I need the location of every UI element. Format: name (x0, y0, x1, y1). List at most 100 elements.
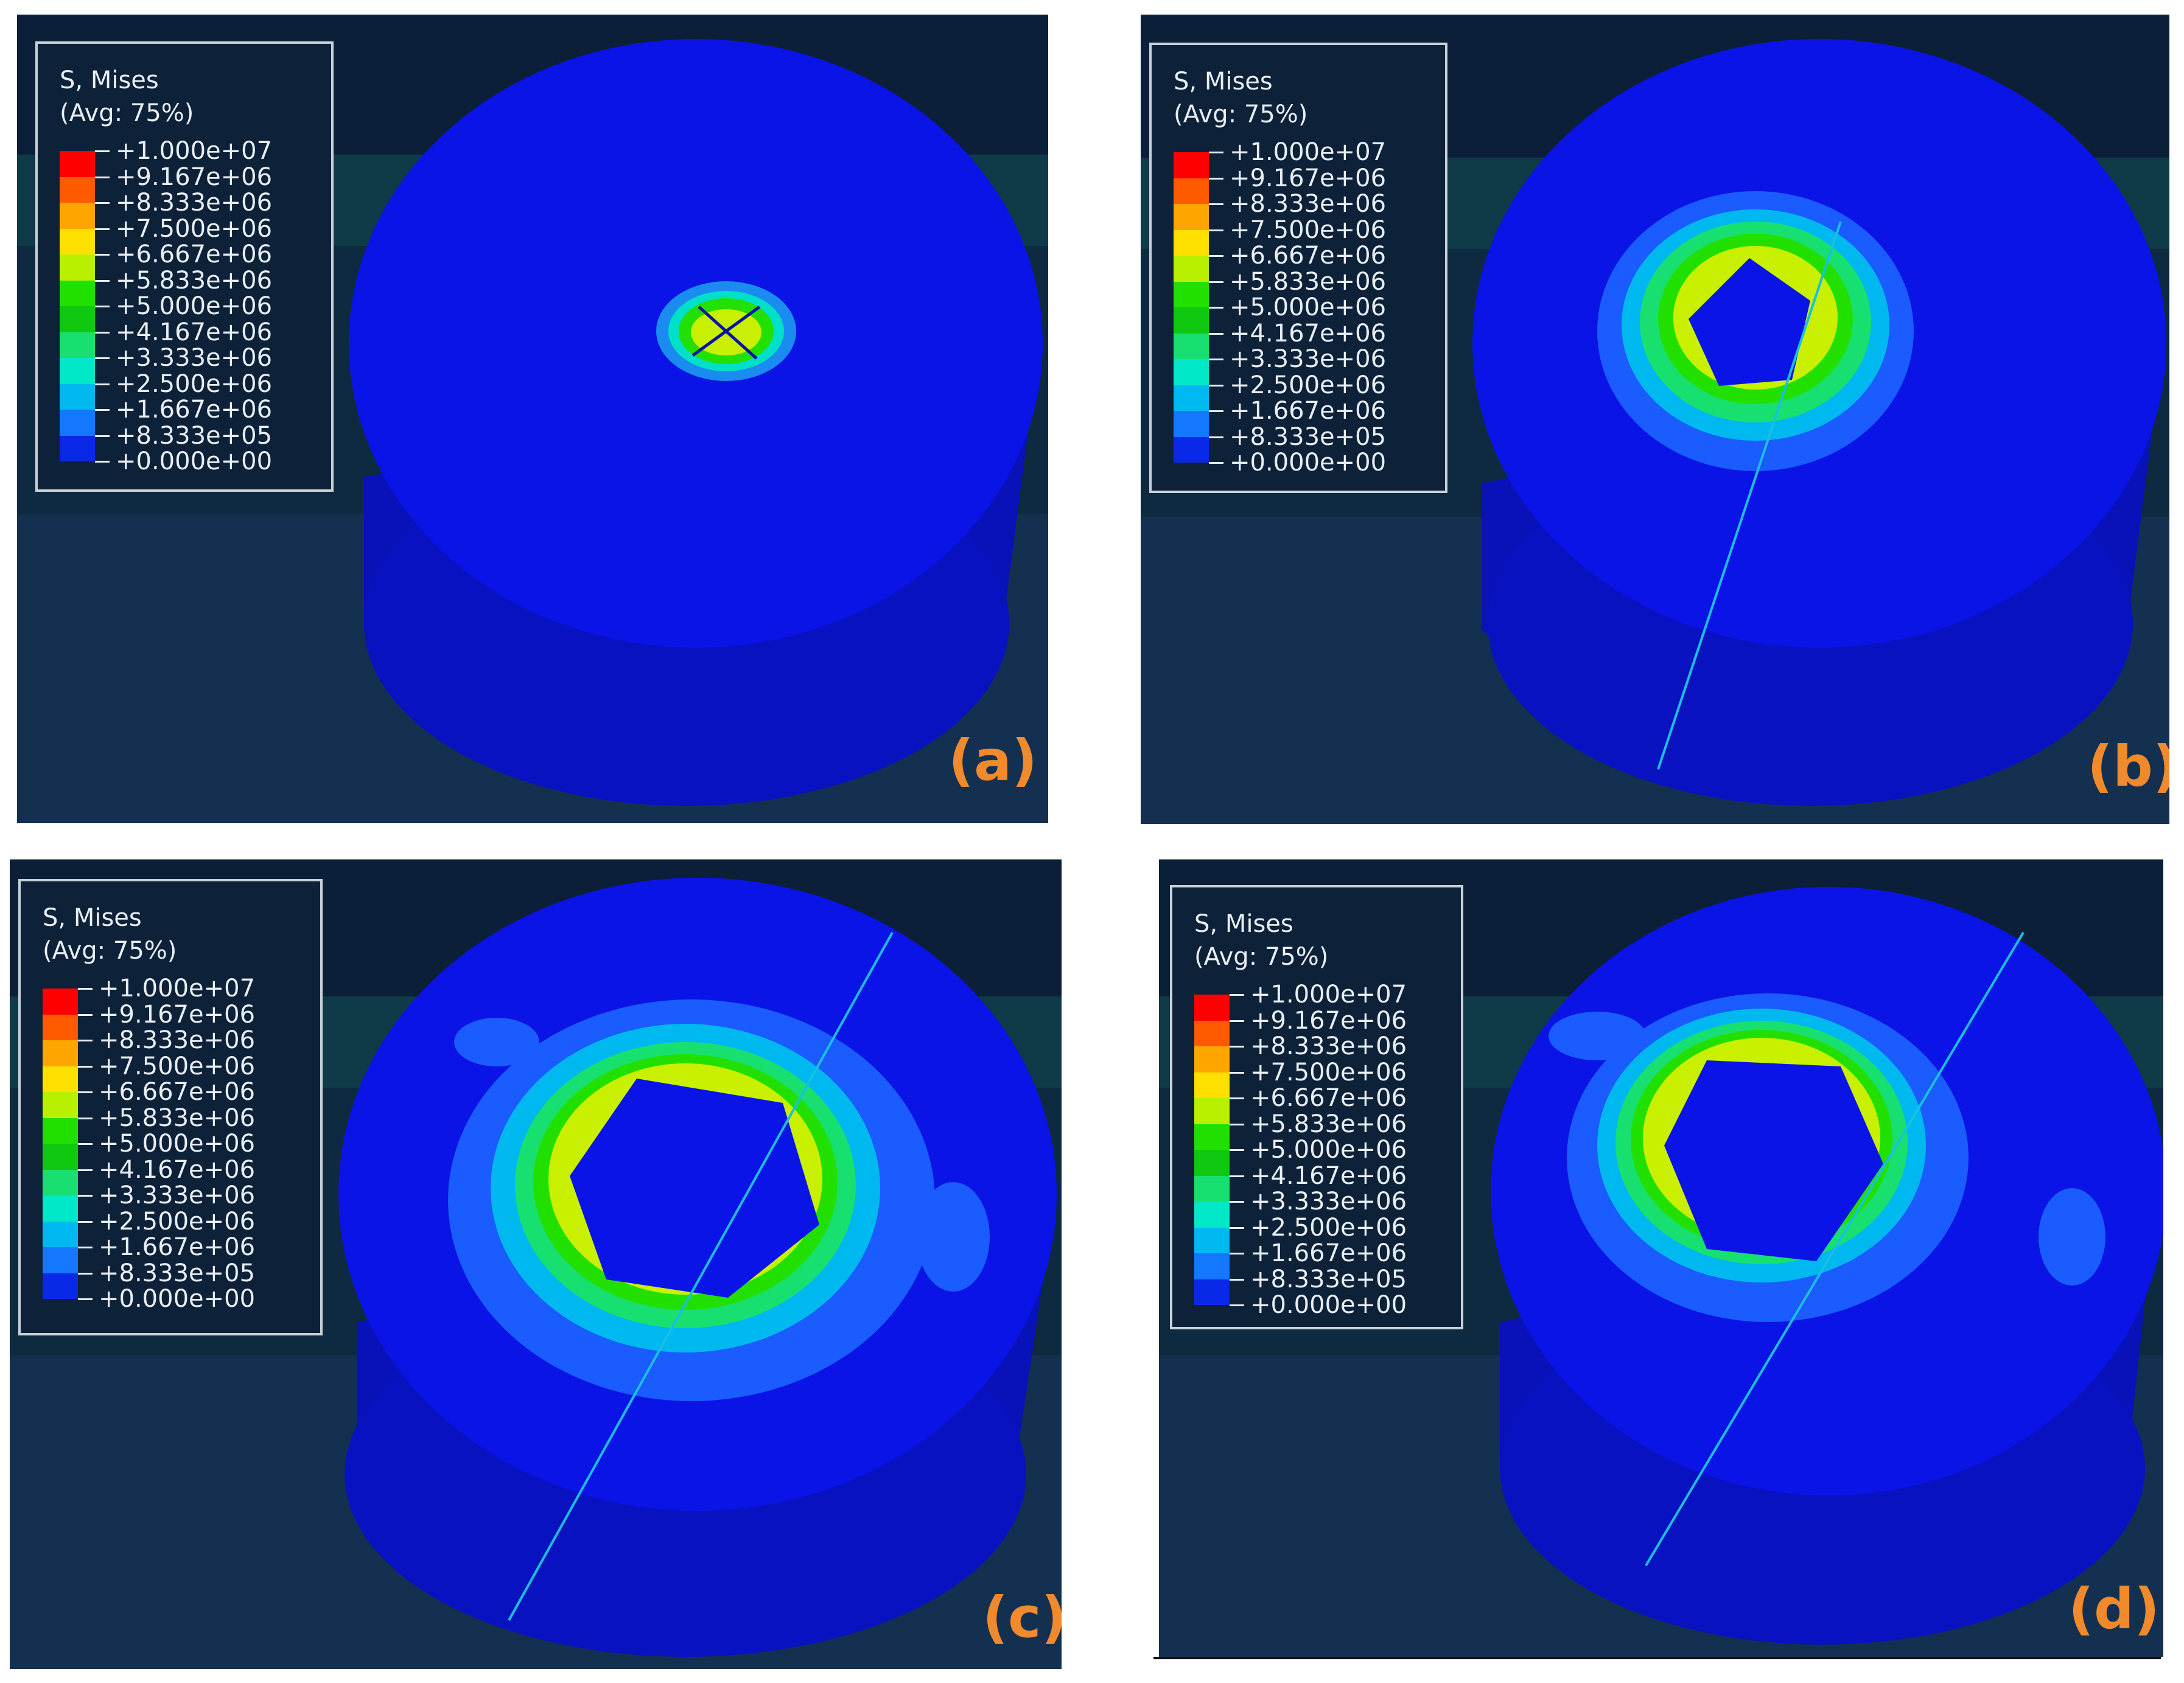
legend-tick (78, 1169, 93, 1171)
legend-swatch (1194, 1202, 1230, 1228)
legend-tick-label: +1.667e+06 (1230, 397, 1387, 425)
legend-tick-label: +7.500e+06 (116, 214, 273, 243)
legend-tick-label: +2.500e+06 (1230, 371, 1387, 399)
legend-tick-label: +1.667e+06 (99, 1233, 256, 1261)
legend-tick (1209, 410, 1223, 412)
legend-swatch (43, 1118, 78, 1144)
legend-tick-label: +9.167e+06 (99, 1000, 256, 1029)
legend-tick (1209, 462, 1223, 464)
legend-tick-label: +6.667e+06 (1250, 1084, 1407, 1112)
legend-tick-label: +9.167e+06 (116, 163, 273, 191)
panel-b: S, Mises (Avg: 75%) +1.000e+07 +9.167e+06 +8… (1141, 15, 2169, 824)
legend-tick-label: +0.000e+00 (1230, 449, 1387, 477)
legend-tick (78, 1220, 93, 1223)
legend-swatch (60, 280, 95, 306)
legend-tick (1209, 229, 1223, 231)
legend-subtitle-d: (Avg: 75%) (1194, 943, 1329, 971)
legend-tick (1209, 281, 1223, 283)
legend-swatch (43, 1195, 78, 1222)
legend-tick (1230, 1097, 1244, 1099)
contour-plot-d (1159, 859, 2163, 1657)
legend-tick (1209, 203, 1223, 205)
panel-d: S, Mises (Avg: 75%) +1.000e+07 +9.167e+06 +8… (1159, 859, 2163, 1657)
legend-subtitle-a: (Avg: 75%) (60, 99, 194, 127)
legend-tick-label: +5.833e+06 (1230, 267, 1387, 296)
legend-swatch (43, 1092, 78, 1118)
legend-swatch (60, 151, 95, 177)
legend-tick (78, 988, 93, 990)
legend-swatch (1174, 411, 1209, 437)
legend-a: S, Mises (Avg: 75%) +1.000e+07 +9.167e+06 +8… (35, 41, 334, 492)
legend-tick-label: +5.000e+06 (116, 292, 273, 320)
legend-tick (1230, 1149, 1244, 1151)
legend-swatch (60, 254, 95, 281)
legend-tick (95, 150, 110, 152)
legend-swatch (1174, 152, 1209, 178)
legend-tick-label: +1.000e+07 (99, 974, 256, 1002)
legend-tick (1209, 307, 1223, 309)
legend-tick (1230, 1226, 1244, 1229)
legend-tick-label: +5.833e+06 (116, 266, 273, 295)
legend-tick-label: +3.333e+06 (99, 1181, 256, 1209)
legend-tick-label: +0.000e+00 (99, 1285, 256, 1313)
legend-colorbar-d: +1.000e+07 +9.167e+06 +8.333e+06 +7.500e+06… (1194, 982, 1450, 1321)
legend-tick-label: +3.333e+06 (116, 344, 273, 372)
legend-tick (1230, 1253, 1244, 1254)
legend-swatch (1174, 204, 1209, 230)
bottom-rule (1153, 1657, 2161, 1659)
legend-tick-label: +6.667e+06 (116, 240, 273, 268)
legend-swatch (60, 358, 95, 384)
legend-tick (95, 409, 110, 411)
legend-tick-label: +5.833e+06 (1250, 1110, 1407, 1138)
legend-swatch (1174, 333, 1209, 359)
legend-tick-label: +6.667e+06 (99, 1078, 256, 1106)
legend-tick-label: +1.000e+07 (1230, 138, 1387, 166)
legend-swatch (43, 1066, 78, 1092)
legend-tick-label: +2.500e+06 (116, 369, 273, 398)
legend-b: S, Mises (Avg: 75%) +1.000e+07 +9.167e+06 +8… (1149, 43, 1447, 493)
legend-tick (78, 1298, 93, 1300)
legend-tick-label: +8.333e+05 (116, 421, 273, 450)
legend-swatch (43, 1247, 78, 1273)
legend-title-a: S, Mises (60, 66, 159, 94)
legend-tick (1209, 152, 1223, 153)
legend-tick (1209, 359, 1223, 360)
legend-swatch (1194, 1020, 1230, 1046)
legend-tick-label: +8.333e+06 (1250, 1032, 1407, 1060)
legend-colorbar-a: +1.000e+07 +9.167e+06 +8.333e+06 +7.500e+06… (60, 139, 315, 477)
legend-tick (95, 306, 110, 307)
legend-tick-label: +3.333e+06 (1230, 345, 1387, 373)
legend-tick-label: +8.333e+05 (1250, 1265, 1407, 1293)
legend-tick (1209, 436, 1223, 438)
legend-tick (1230, 1175, 1244, 1177)
legend-swatch (43, 1014, 78, 1040)
legend-tick (78, 1013, 93, 1016)
legend-tick-label: +1.667e+06 (116, 396, 273, 424)
legend-swatch (43, 988, 78, 1015)
legend-tick-label: +6.667e+06 (1230, 242, 1387, 270)
legend-tick (1230, 1046, 1244, 1048)
panel-label-d: (d) (2068, 1576, 2160, 1642)
legend-swatch (1194, 1279, 1230, 1305)
legend-swatch (60, 228, 95, 254)
legend-tick (78, 1272, 93, 1275)
legend-tick (1230, 1201, 1244, 1203)
legend-swatch (1174, 229, 1209, 256)
legend-swatch (1194, 1072, 1230, 1098)
legend-tick-label: +5.000e+06 (99, 1130, 256, 1158)
legend-tick (95, 202, 110, 204)
panel-label-c: (c) (982, 1585, 1062, 1650)
legend-tick (1230, 1071, 1244, 1074)
legend-swatch (60, 410, 95, 436)
legend-tick-label: +7.500e+06 (1230, 215, 1387, 244)
legend-colorbar-c: +1.000e+07 +9.167e+06 +8.333e+06 +7.500e+06… (43, 976, 298, 1315)
legend-tick-label: +8.333e+05 (1230, 422, 1387, 451)
legend-swatch (43, 1273, 78, 1299)
legend-tick (1230, 994, 1244, 996)
legend-tick-label: +3.333e+06 (1250, 1188, 1407, 1216)
legend-tick (95, 383, 110, 385)
contour-plot-a (17, 15, 1048, 823)
legend-subtitle-c: (Avg: 75%) (43, 937, 177, 965)
legend-tick (1209, 177, 1223, 180)
legend-swatch (43, 1144, 78, 1170)
